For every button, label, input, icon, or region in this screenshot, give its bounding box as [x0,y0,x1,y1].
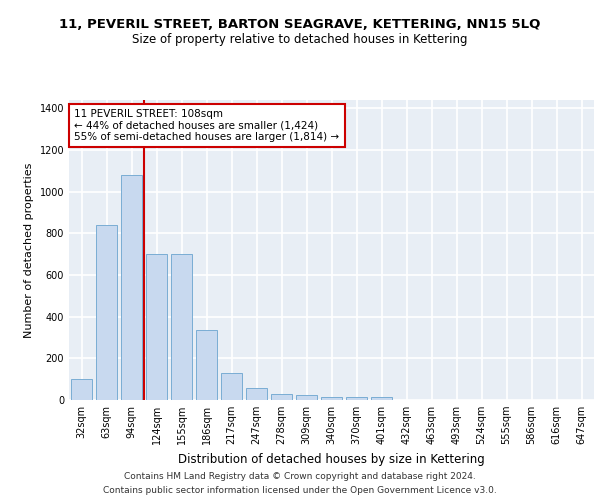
Text: Contains public sector information licensed under the Open Government Licence v3: Contains public sector information licen… [103,486,497,495]
Bar [96,225,117,400]
Bar [196,330,217,400]
Y-axis label: Number of detached properties: Number of detached properties [24,162,34,338]
Bar [121,175,142,400]
Text: 11, PEVERIL STREET, BARTON SEAGRAVE, KETTERING, NN15 5LQ: 11, PEVERIL STREET, BARTON SEAGRAVE, KET… [59,18,541,30]
Bar [171,254,192,400]
Bar [146,254,167,400]
Bar [71,379,92,400]
Bar [371,397,392,400]
Bar [346,397,367,400]
Bar [296,395,317,400]
Bar [271,394,292,400]
Text: 11 PEVERIL STREET: 108sqm
← 44% of detached houses are smaller (1,424)
55% of se: 11 PEVERIL STREET: 108sqm ← 44% of detac… [74,109,340,142]
Bar [246,388,267,400]
Bar [221,373,242,400]
Text: Size of property relative to detached houses in Kettering: Size of property relative to detached ho… [132,32,468,46]
X-axis label: Distribution of detached houses by size in Kettering: Distribution of detached houses by size … [178,452,485,466]
Text: Contains HM Land Registry data © Crown copyright and database right 2024.: Contains HM Land Registry data © Crown c… [124,472,476,481]
Bar [321,397,342,400]
